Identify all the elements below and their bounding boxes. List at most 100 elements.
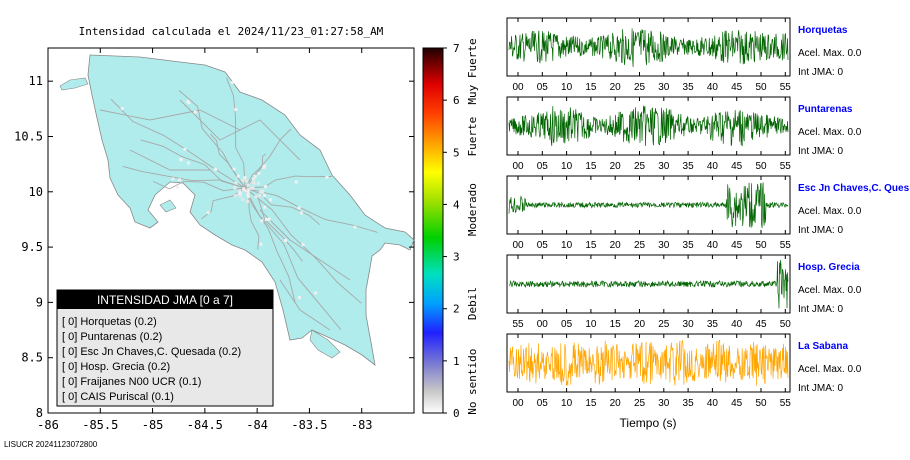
station-marker [120,107,124,111]
station-marker [238,194,242,198]
station-marker [177,178,181,182]
seismogram-tick-label: 45 [731,82,743,93]
station-marker [325,175,329,179]
seismogram-tick-label: 30 [658,82,670,93]
seismogram-tick-label: 20 [610,82,622,93]
seismogram-tick-label: 15 [610,319,622,330]
station-jma-intensity: Int JMA: 0 [798,383,843,394]
seismogram-tick-label: 40 [707,240,719,251]
costa-rica-landmass [87,54,415,366]
road-line [244,187,342,330]
station-marker [294,180,298,184]
seismogram-tick-label: 55 [780,161,792,172]
station-marker [186,161,190,165]
colorbar-category-label: Muy Fuerte [466,38,479,104]
station-marker [297,206,301,210]
seismogram-tick-label: 00 [512,398,524,409]
seismogram-tick-label: 25 [634,240,646,251]
station-marker [233,194,237,198]
nicoya-island [159,199,177,213]
seismogram-tick-label: 05 [537,240,549,251]
colorbar-category-label: No sentido [466,349,479,415]
station-marker [258,193,262,197]
map-stations [120,80,357,300]
station-marker [314,291,318,295]
seismogram-tick-label: 15 [585,240,597,251]
colorbar-tick-label: 3 [453,251,460,264]
map-x-tick-label: -83 [351,418,373,432]
seismogram-tick-label: 45 [731,398,743,409]
seismogram-tick-label: 25 [634,82,646,93]
seismogram-tick-label: 40 [707,161,719,172]
northern-coast [59,77,89,91]
seismogram-tick-label: 30 [683,319,695,330]
seismogram-tick-label: 10 [585,319,597,330]
station-marker [183,147,187,151]
osa-peninsula [309,329,341,359]
road-line [244,128,292,189]
station-marker [262,165,266,169]
seismogram-tick-label: 10 [561,161,573,172]
map-land [59,54,415,366]
map-y-tick-label: 9 [36,295,43,309]
station-marker [247,187,251,191]
colorbar-category-label: Debil [466,287,479,320]
seismogram-tick-label: 10 [561,240,573,251]
road-line [244,175,332,189]
seismogram-tick-label: 55 [780,398,792,409]
station-marker [206,210,210,214]
map-x-tick-label: -86 [37,418,59,432]
legend-title: INTENSIDAD JMA [0 a 7] [97,293,233,307]
road-line [279,279,331,331]
seismogram-panel: 55 00 05 10 15 20 25 30 35 40 45 50 Hosp. Grecia Acel… [506,254,862,330]
seismogram-trace [508,28,789,68]
road-line [244,187,362,304]
station-marker [253,174,257,178]
road-line [99,109,241,131]
seismogram-tick-label: 30 [658,398,670,409]
road-line [179,99,301,161]
map-x-tick-label: -85.5 [82,418,118,432]
seismogram-trace [508,260,789,309]
seismogram-tick-label: 40 [731,319,743,330]
road-line [210,133,246,189]
seismogram-tick-label: 20 [610,398,622,409]
road-line [244,187,296,303]
station-marker [269,198,273,202]
station-marker [263,205,267,209]
station-max-accel: Acel. Max. 0.0 [798,364,862,375]
station-marker [242,187,246,191]
seismogram-tick-label: 05 [537,82,549,93]
map-y-tick-label: 9.5 [21,240,43,254]
colorbar-tick-label: 2 [453,303,460,316]
seismogram-tick-label: 55 [780,82,792,93]
colorbar-tick-label: 1 [453,355,460,368]
colorbar-categories: No sentido Debil Moderado Fuerte Muy Fuerte [466,38,479,414]
station-marker [233,186,237,190]
station-marker [251,186,255,190]
map-title: Intensidad calculada el 2024/11/23_01:27… [79,25,384,38]
station-marker [251,177,255,181]
seismogram-tick-label: 35 [683,240,695,251]
road-line [244,187,378,233]
station-marker [187,101,191,105]
road-line [140,139,246,189]
seismogram-trace [508,182,789,229]
station-marker [258,190,262,194]
station-marker [171,177,175,181]
station-marker [299,211,303,215]
station-marker [301,243,305,247]
station-marker [232,167,236,171]
map-x-axis: -86 -85.5 -85 -84.5 -84 -83.5 -83 [37,48,373,432]
station-marker [257,171,261,175]
colorbar-gradient [422,47,444,414]
seismogram-tick-label: 20 [610,240,622,251]
station-max-accel: Acel. Max. 0.0 [798,127,862,138]
legend-item: [ 0] Horquetas (0.2) [62,316,157,328]
road-line [244,187,320,226]
station-marker [245,179,249,183]
seismogram-trace [508,105,789,147]
seismogram-panel: 00 05 10 15 20 25 30 35 40 45 50 55 Horquetas Acel. M… [506,17,862,93]
colorbar-category-label: Fuerte [466,117,479,157]
